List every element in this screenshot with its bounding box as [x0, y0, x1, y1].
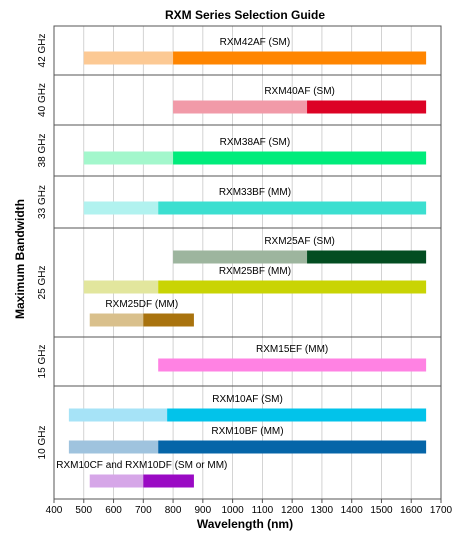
panel-bandwidth-label: 33 GHz: [37, 185, 48, 219]
bar-extended-range: [83, 151, 174, 165]
bar-extended-range: [83, 51, 174, 65]
bar-extended-range: [89, 313, 144, 327]
panel-frame: [53, 124, 442, 177]
bar-optimal-range: [158, 201, 427, 215]
x-tick-label: 1100: [252, 505, 274, 516]
bar-optimal-range: [158, 440, 427, 454]
x-tick-label: 700: [135, 505, 152, 516]
panel-frame: [53, 385, 442, 500]
bar-optimal-range: [307, 100, 427, 114]
panel-bandwidth-label: 42 GHz: [37, 34, 48, 68]
bar-optimal-range: [307, 250, 427, 264]
series-label: RXM42AF (SM): [220, 37, 291, 48]
x-tick-label: 1200: [281, 505, 304, 516]
panel-bandwidth-label: 40 GHz: [37, 83, 48, 117]
series-label: RXM10BF (MM): [211, 426, 283, 437]
x-tick-label: 900: [195, 505, 212, 516]
panel-15-ghz: 15 GHz RXM15EF (MM): [37, 336, 442, 387]
x-axis-label: Wavelength (nm): [197, 517, 293, 531]
bar-optimal-range: [158, 280, 427, 294]
bar-optimal-range: [167, 408, 427, 422]
x-tick-label: 1700: [430, 505, 453, 516]
series-label: RXM25BF (MM): [219, 266, 291, 277]
panel-25-ghz: 25 GHz RXM25AF (SM) RXM25BF (MM) RXM25DF (M…: [37, 227, 442, 338]
panel-bandwidth-label: 25 GHz: [37, 266, 48, 300]
bar-optimal-range: [173, 51, 427, 65]
x-tick-label: 1300: [311, 505, 334, 516]
x-axis: 400 500 600 700 800 900 1000 1100 1200 1300 1400 15…: [46, 499, 453, 516]
series-label: RXM10AF (SM): [212, 394, 283, 405]
chart-title: RXM Series Selection Guide: [165, 8, 325, 22]
bar-extended-range: [89, 474, 144, 488]
series-label: RXM25DF (MM): [105, 299, 178, 310]
bar-optimal-range: [143, 474, 194, 488]
bar-extended-range: [83, 201, 159, 215]
panel-10-ghz: 10 GHz RXM10AF (SM) RXM10BF (MM) RXM10CF an…: [37, 385, 442, 500]
series-label: RXM40AF (SM): [264, 86, 335, 97]
series-label: RXM33BF (MM): [219, 187, 291, 198]
bar-extended-range: [68, 440, 159, 454]
series-label: RXM15EF (MM): [256, 344, 328, 355]
x-tick-label: 1400: [341, 505, 364, 516]
bar-optimal-range: [173, 151, 427, 165]
panel-frame: [53, 25, 442, 76]
bar-extended-range: [173, 100, 308, 114]
panel-38-ghz: 38 GHz RXM38AF (SM): [37, 124, 442, 177]
bar-extended-range: [173, 250, 308, 264]
bar-extended-range: [83, 280, 159, 294]
panel-33-ghz: 33 GHz RXM33BF (MM): [37, 175, 442, 229]
x-tick-label: 400: [46, 505, 63, 516]
panels-layer: 42 GHz RXM42AF (SM) 40 GHz RXM40AF (SM) 38 G…: [37, 25, 442, 500]
panel-42-ghz: 42 GHz RXM42AF (SM): [37, 25, 442, 76]
x-tick-label: 1500: [370, 505, 393, 516]
panel-bandwidth-label: 10 GHz: [37, 426, 48, 460]
x-tick-label: 600: [105, 505, 122, 516]
bar-optimal-range: [158, 358, 427, 372]
bar-optimal-range: [143, 313, 194, 327]
series-label: RXM38AF (SM): [220, 137, 291, 148]
series-label: RXM25AF (SM): [264, 236, 335, 247]
bar-extended-range: [68, 408, 168, 422]
x-tick-label: 1600: [400, 505, 423, 516]
panel-frame: [53, 74, 442, 126]
panel-bandwidth-label: 38 GHz: [37, 134, 48, 168]
x-tick-label: 1000: [221, 505, 244, 516]
panel-40-ghz: 40 GHz RXM40AF (SM): [37, 74, 442, 126]
series-label: RXM10CF and RXM10DF (SM or MM): [56, 460, 227, 471]
x-tick-label: 800: [165, 505, 182, 516]
y-axis-label: Maximum Bandwidth: [13, 199, 27, 319]
x-tick-label: 500: [75, 505, 92, 516]
panel-bandwidth-label: 15 GHz: [37, 345, 48, 379]
